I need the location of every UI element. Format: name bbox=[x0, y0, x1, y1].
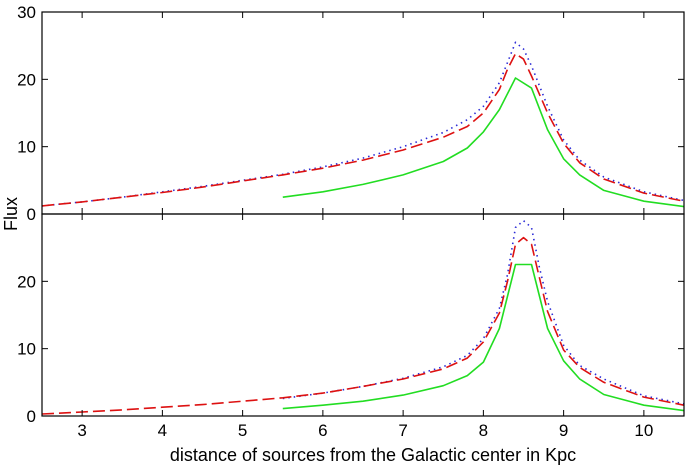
top-ytick-label: 10 bbox=[17, 138, 36, 157]
top-series-dotted bbox=[42, 41, 684, 207]
top-ytick-label: 30 bbox=[17, 3, 36, 22]
xtick-label: 4 bbox=[158, 421, 167, 440]
bottom-ytick-label: 0 bbox=[27, 407, 36, 426]
xtick-label: 5 bbox=[238, 421, 247, 440]
bottom-ytick-label: 10 bbox=[17, 340, 36, 359]
xtick-label: 6 bbox=[318, 421, 327, 440]
top-ytick-label: 0 bbox=[27, 205, 36, 224]
xtick-label: 8 bbox=[479, 421, 488, 440]
top-ytick-label: 20 bbox=[17, 70, 36, 89]
bottom-frame bbox=[41, 213, 685, 417]
top-series-dashed bbox=[42, 52, 684, 207]
bottom-ytick-label: 20 bbox=[17, 272, 36, 291]
bottom-series-solid bbox=[282, 263, 684, 412]
bottom-panel: 0 10 20 bbox=[17, 213, 685, 426]
top-series-solid bbox=[282, 77, 684, 208]
y-axis-label: Flux bbox=[1, 197, 21, 231]
bottom-series-dashed bbox=[42, 236, 684, 415]
xtick-label: 3 bbox=[77, 421, 86, 440]
xtick-label: 7 bbox=[398, 421, 407, 440]
x-axis-label: distance of sources from the Galactic ce… bbox=[170, 445, 576, 465]
xtick-label: 9 bbox=[559, 421, 568, 440]
top-panel: 0 10 20 30 bbox=[17, 3, 685, 224]
xtick-label: 10 bbox=[634, 421, 653, 440]
bottom-series-dotted bbox=[282, 219, 684, 405]
